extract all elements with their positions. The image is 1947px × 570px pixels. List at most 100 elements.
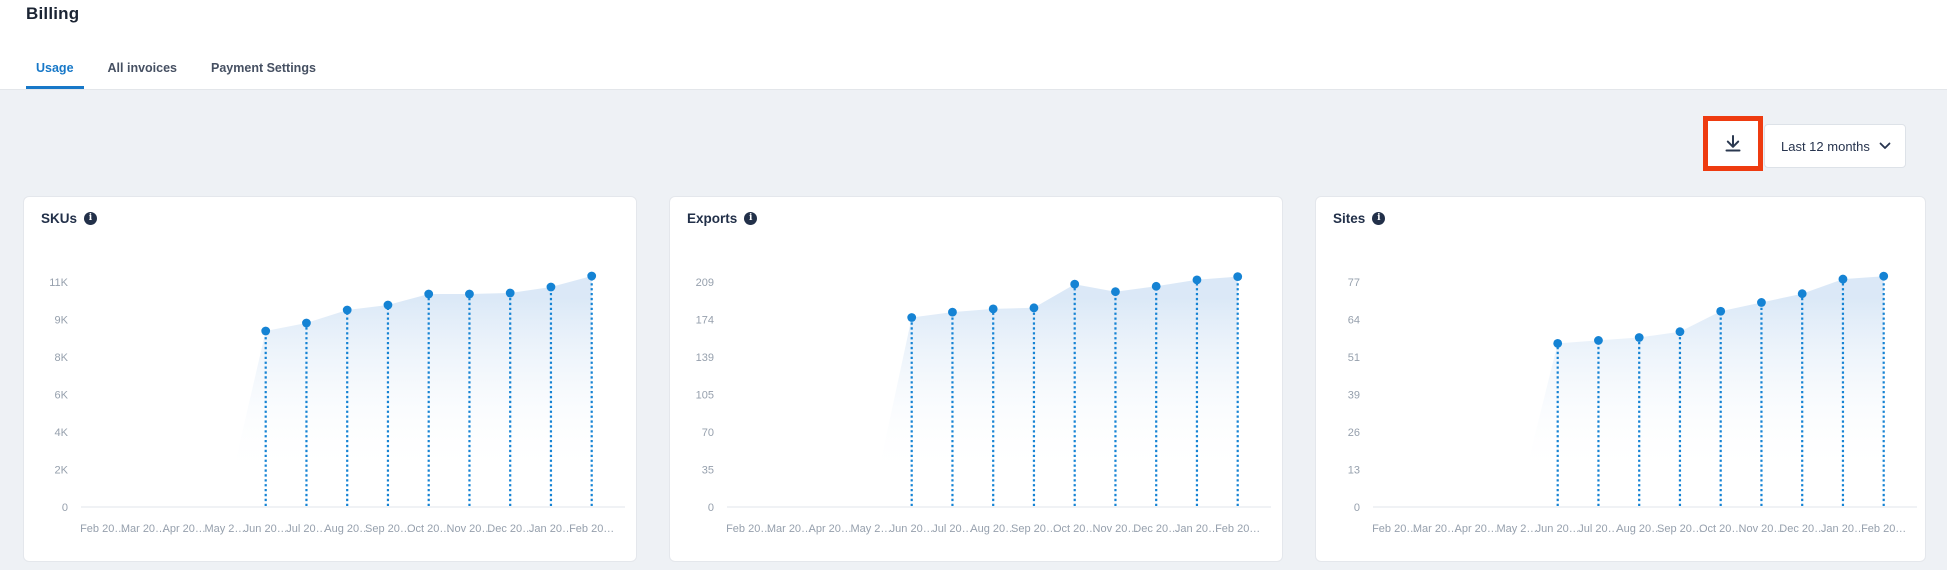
- chart-title-sites: Sites: [1333, 211, 1366, 226]
- x-axis-month-label: Sep 20…: [1011, 523, 1057, 535]
- y-axis-tick-label: 105: [696, 390, 714, 402]
- data-point[interactable]: [1192, 275, 1202, 285]
- x-axis-month-label: Jul 20…: [286, 523, 326, 535]
- x-axis-month-label: Nov 20…: [1739, 523, 1785, 535]
- data-point[interactable]: [505, 288, 515, 298]
- x-axis-month-label: Jul 20…: [1578, 523, 1618, 535]
- y-axis-tick-label: 77: [1348, 277, 1360, 289]
- page-header: Billing Usage All invoices Payment Setti…: [0, 0, 1947, 90]
- x-axis-month-label: Feb 20…: [569, 523, 614, 535]
- data-point[interactable]: [907, 313, 917, 322]
- x-axis-month-label: Sep 20…: [1657, 523, 1703, 535]
- data-point[interactable]: [1553, 338, 1563, 348]
- y-axis-tick-label: 64: [1348, 315, 1360, 327]
- data-point[interactable]: [1111, 287, 1120, 297]
- x-axis-month-label: Mar 20…: [121, 523, 166, 535]
- info-icon[interactable]: i: [1372, 212, 1386, 225]
- data-point[interactable]: [1634, 333, 1644, 342]
- info-icon[interactable]: i: [744, 212, 758, 225]
- x-axis-month-label: Apr 20…: [808, 523, 851, 535]
- info-icon[interactable]: i: [84, 212, 98, 225]
- x-axis-month-label: Jul 20…: [932, 523, 972, 535]
- y-axis-tick-label: 139: [696, 352, 714, 364]
- x-axis-month-label: Jan 20…: [1175, 523, 1219, 535]
- data-point[interactable]: [1675, 327, 1685, 337]
- x-axis-month-label: Mar 20…: [767, 523, 812, 535]
- x-axis-month-label: Aug 20…: [1616, 523, 1662, 535]
- x-axis-month-label: Jun 20…: [890, 523, 934, 535]
- data-point[interactable]: [1151, 281, 1161, 291]
- data-point[interactable]: [988, 304, 998, 314]
- tab-bar: Usage All invoices Payment Settings: [26, 52, 326, 89]
- exports-card: Exports i 209 174 139 105 70 35 0 Feb 20… Mar 20…: [669, 196, 1283, 562]
- x-axis-month-label: Feb 20…: [1215, 523, 1260, 535]
- data-point[interactable]: [1838, 274, 1848, 284]
- y-axis-tick-label: 4K: [55, 427, 69, 439]
- y-axis-tick-label: 35: [702, 465, 714, 477]
- x-axis-month-label: Apr 20…: [1454, 523, 1497, 535]
- x-axis-month-label: Aug 20…: [970, 523, 1016, 535]
- x-axis-month-label: Sep 20…: [365, 523, 411, 535]
- x-axis-month-label: Jun 20…: [244, 523, 288, 535]
- area-fill: [224, 276, 592, 507]
- y-axis-tick-label: 39: [1348, 390, 1360, 402]
- x-axis-month-label: Dec 20…: [1133, 523, 1179, 535]
- x-axis-month-label: Dec 20…: [1779, 523, 1825, 535]
- data-point[interactable]: [302, 318, 311, 328]
- x-axis-month-label: May 2…: [850, 523, 891, 535]
- y-axis-tick-label: 2K: [55, 465, 69, 477]
- x-axis-month-label: Feb 20…: [1372, 523, 1417, 535]
- y-axis-tick-label: 209: [696, 277, 714, 289]
- y-axis-tick-label: 0: [1354, 502, 1360, 514]
- x-axis-month-label: May 2…: [1496, 523, 1537, 535]
- data-point[interactable]: [1594, 336, 1603, 345]
- y-axis-tick-label: 8K: [55, 352, 69, 364]
- data-point[interactable]: [383, 300, 393, 310]
- data-point[interactable]: [1757, 298, 1766, 307]
- data-point[interactable]: [261, 326, 271, 336]
- data-point[interactable]: [465, 289, 474, 299]
- period-dropdown[interactable]: Last 12 months: [1764, 124, 1906, 168]
- data-point[interactable]: [1879, 271, 1889, 281]
- x-axis-month-label: Nov 20…: [1093, 523, 1139, 535]
- data-point[interactable]: [948, 307, 957, 317]
- data-point[interactable]: [424, 289, 434, 299]
- data-point[interactable]: [1029, 303, 1039, 313]
- area-fill: [870, 276, 1238, 507]
- x-axis-month-label: May 2…: [204, 523, 245, 535]
- x-axis-month-label: Oct 20…: [407, 523, 450, 535]
- x-axis-month-label: Mar 20…: [1413, 523, 1458, 535]
- data-point[interactable]: [1233, 272, 1243, 282]
- x-axis-month-label: Feb 20…: [726, 523, 771, 535]
- chevron-down-icon: [1879, 142, 1891, 150]
- data-point[interactable]: [1716, 306, 1726, 316]
- y-axis-tick-label: 174: [696, 315, 714, 327]
- data-point[interactable]: [1070, 279, 1080, 289]
- period-dropdown-value: Last 12 months: [1781, 138, 1870, 154]
- skus-card: SKUs i 11K 9K 8K 6K 4K 2K 0 Feb 20… Mar 20… Apr 2…: [23, 196, 637, 562]
- x-axis-month-label: Oct 20…: [1699, 523, 1742, 535]
- x-axis-month-label: Dec 20…: [487, 523, 533, 535]
- data-point[interactable]: [342, 305, 352, 315]
- y-axis-tick-label: 26: [1348, 427, 1360, 439]
- x-axis-month-label: Jun 20…: [1536, 523, 1580, 535]
- data-point[interactable]: [587, 271, 597, 281]
- tab-payment-settings[interactable]: Payment Settings: [211, 61, 316, 75]
- data-point[interactable]: [1797, 289, 1807, 299]
- area-fill: [1516, 276, 1884, 507]
- data-point[interactable]: [546, 282, 556, 292]
- y-axis-tick-label: 51: [1348, 352, 1360, 364]
- sites-card: Sites i 77 64 51 39 26 13 0 Feb 20… Mar 20… Apr 2…: [1315, 196, 1926, 562]
- page-title: Billing: [26, 4, 80, 23]
- y-axis-tick-label: 0: [708, 502, 714, 514]
- chart-title-exports: Exports: [687, 211, 738, 226]
- tab-usage[interactable]: Usage: [26, 52, 84, 89]
- y-axis-tick-label: 0: [62, 502, 68, 514]
- download-button[interactable]: [1708, 121, 1758, 166]
- tab-all-invoices[interactable]: All invoices: [107, 61, 178, 75]
- x-axis-month-label: Jan 20…: [529, 523, 573, 535]
- x-axis-month-label: Jan 20…: [1821, 523, 1865, 535]
